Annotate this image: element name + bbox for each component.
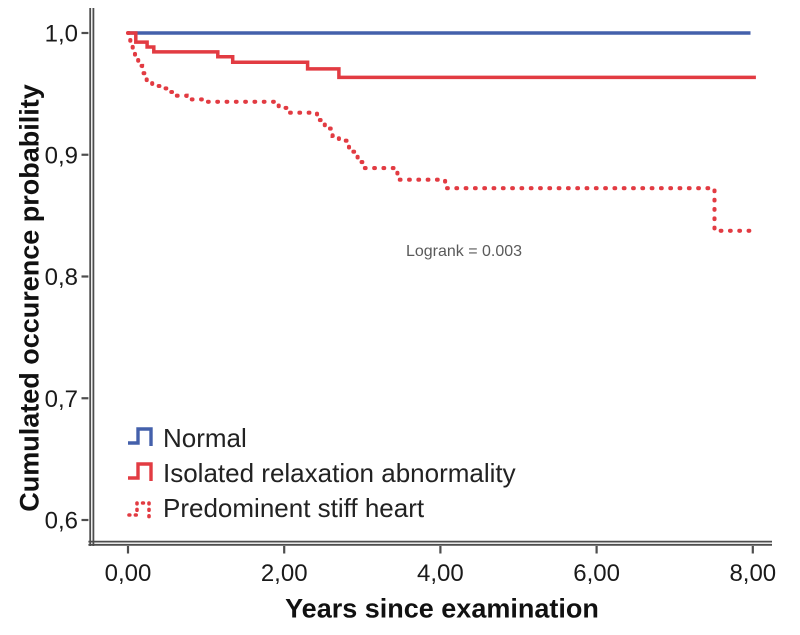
legend-label-predominent: Predominent stiff heart	[163, 492, 425, 523]
legend-label-normal: Normal	[163, 422, 247, 453]
x-tick-label: 0,00	[105, 560, 152, 587]
legend-item-normal: Normal	[126, 420, 516, 455]
x-axis-title: Years since examination	[285, 593, 599, 624]
y-tick-label: 0,7	[45, 386, 78, 413]
series-line-predominent-stiff-heart	[125, 30, 758, 233]
series-line-isolated-relaxation-abnormality	[128, 31, 756, 80]
x-tick-label: 4,00	[417, 560, 464, 587]
x-tick-label: 6,00	[573, 560, 620, 587]
legend: Normal Isolated relaxation abnormality P…	[126, 420, 516, 525]
y-tick-label: 1,0	[45, 21, 78, 48]
legend-label-isolated: Isolated relaxation abnormality	[163, 457, 516, 488]
y-tick-label: 0,9	[45, 142, 78, 169]
legend-item-isolated-relaxation-abnormality: Isolated relaxation abnormality	[126, 455, 516, 490]
dotted-step-line-icon	[127, 500, 151, 520]
y-axis-title: Cumulated occurence probability	[14, 84, 45, 512]
logrank-annotation: Logrank = 0.003	[405, 243, 523, 260]
x-tick-label: 8,00	[729, 560, 776, 587]
isolated-step-line-icon	[128, 461, 153, 481]
legend-item-predominent-stiff-heart: Predominent stiff heart	[126, 490, 516, 525]
y-tick-label: 0,8	[45, 264, 78, 291]
normal-step-line-icon	[128, 426, 153, 446]
y-tick-label: 0,6	[45, 508, 78, 535]
x-tick-label: 2,00	[261, 560, 308, 587]
